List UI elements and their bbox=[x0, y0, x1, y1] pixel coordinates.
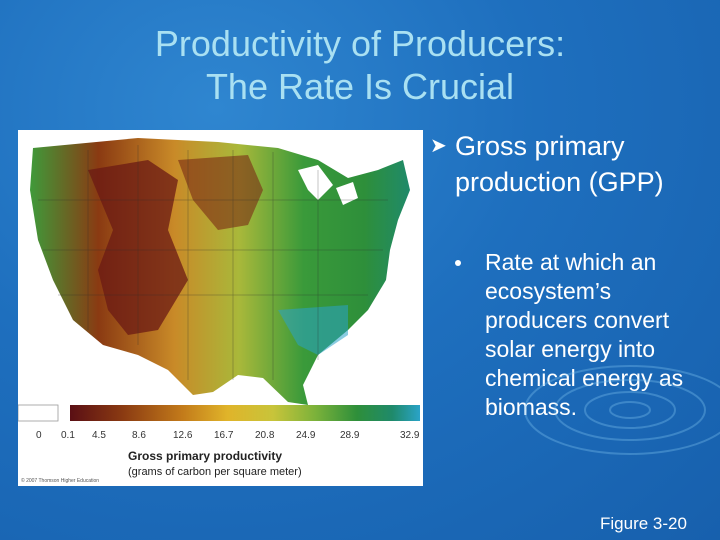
legend-ticks: 0 0.1 4.5 8.6 12.6 16.7 20.8 24.9 28.9 3… bbox=[36, 430, 420, 441]
slide-title: Productivity of Producers: The Rate Is C… bbox=[60, 22, 660, 108]
legend-title: Gross primary productivity bbox=[128, 449, 282, 463]
legend-tick: 32.9 bbox=[400, 430, 420, 441]
southeast-region bbox=[278, 305, 348, 355]
legend-tick: 0.1 bbox=[61, 430, 75, 441]
arrow-bullet-icon: ➤ bbox=[430, 135, 447, 157]
legend-zero-box bbox=[18, 404, 59, 422]
legend-tick: 24.9 bbox=[296, 430, 316, 441]
legend-color-bar bbox=[70, 405, 420, 421]
legend-tick: 8.6 bbox=[132, 430, 146, 441]
legend-tick: 12.6 bbox=[173, 430, 193, 441]
state-borders bbox=[38, 145, 388, 380]
legend-tick: 28.9 bbox=[340, 430, 360, 441]
bullet-gpp-text: Gross primary production (GPP) bbox=[455, 131, 664, 197]
legend-tick: 20.8 bbox=[255, 430, 275, 441]
copyright-note: © 2007 Thomson Higher Education bbox=[21, 477, 99, 484]
legend-tick: 0 bbox=[36, 430, 42, 441]
title-line-2: The Rate Is Crucial bbox=[205, 66, 515, 107]
legend-tick: 4.5 bbox=[92, 430, 106, 441]
dot-bullet-icon bbox=[455, 260, 461, 266]
great-lakes bbox=[298, 165, 358, 205]
water-ripple-decoration bbox=[524, 365, 720, 455]
figure-caption: Figure 3-20 bbox=[600, 514, 687, 533]
title-line-1: Productivity of Producers: bbox=[154, 23, 566, 64]
gpp-map-figure: 0 0.1 4.5 8.6 12.6 16.7 20.8 24.9 28.9 3… bbox=[18, 130, 423, 486]
dry-region-plains bbox=[178, 155, 263, 230]
legend-tick: 16.7 bbox=[214, 430, 234, 441]
us-gpp-map: 0 0.1 4.5 8.6 12.6 16.7 20.8 24.9 28.9 3… bbox=[18, 138, 420, 484]
legend-subtitle: (grams of carbon per square meter) bbox=[128, 466, 302, 478]
bullet-definition-text: Rate at which an ecosystem’s producers c… bbox=[485, 249, 684, 420]
